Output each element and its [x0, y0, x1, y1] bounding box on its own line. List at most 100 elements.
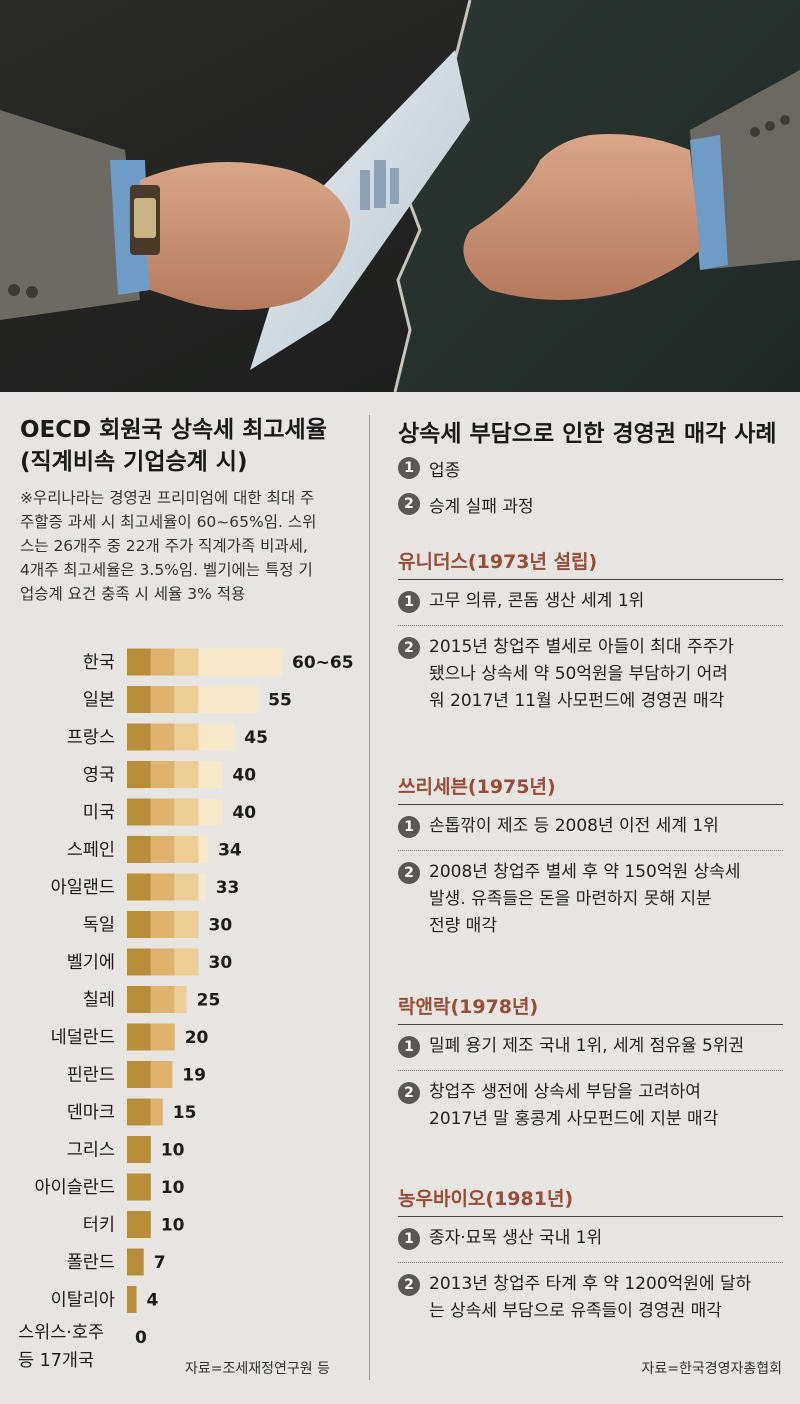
process-line: 2017년 말 홍콩계 사모펀드에 지분 매각	[429, 1109, 719, 1129]
value-label: 10	[161, 1141, 185, 1161]
bar-segment	[127, 948, 151, 976]
bar-segment	[174, 723, 199, 751]
bar-segment	[127, 986, 151, 1013]
bar-segment	[150, 986, 175, 1013]
company-name: 농우바이오(1981년)	[398, 1188, 574, 1210]
bar-segment	[174, 836, 199, 863]
bar-segment	[127, 723, 151, 751]
bar-segment	[127, 761, 151, 788]
category-label: 한국	[83, 653, 115, 673]
bar-segment	[150, 1098, 163, 1126]
bar-segment	[198, 836, 209, 863]
chart-panel: OECD 회원국 상속세 최고세율 (직계비속 기업승계 시) ※우리나라는 경…	[0, 392, 370, 1404]
value-label: 10	[161, 1178, 185, 1198]
process-line: 됐으나 상속세 약 50억원을 부담하기 어려	[429, 664, 728, 684]
bar-segment	[174, 798, 199, 826]
category-label: 영국	[83, 766, 115, 786]
number-two-badge: 2	[398, 1274, 420, 1296]
bar-segment	[127, 648, 151, 676]
company-card: 쓰리세븐(1975년) 1 손톱깎이 제조 등 2008년 이전 세계 1위 2…	[398, 770, 788, 940]
category-label: 프랑스	[67, 728, 115, 748]
number-two-badge: 2	[398, 862, 420, 884]
bar-segment	[127, 1211, 151, 1238]
number-one-badge: 1	[398, 591, 420, 613]
number-two-badge: 2	[398, 493, 420, 515]
bar-segment	[127, 1286, 137, 1313]
bar-segment	[198, 761, 223, 788]
bar-segment	[198, 873, 206, 901]
chart-source: 자료=조세재정연구원 등	[185, 1361, 330, 1377]
bar-segment	[150, 1061, 173, 1088]
number-two-badge: 2	[398, 1082, 420, 1104]
value-label: 45	[244, 728, 268, 748]
value-label: 34	[218, 841, 242, 861]
number-one-badge: 1	[398, 457, 420, 479]
bar-segment	[127, 1061, 151, 1088]
bar-segment	[150, 836, 175, 863]
process-line: 2015년 창업주 별세로 아들이 최대 주주가	[429, 637, 734, 657]
dotted-divider	[398, 850, 783, 851]
company-name: 락앤락(1978년)	[398, 996, 539, 1018]
category-label: 폴란드	[67, 1253, 115, 1273]
company-card: 락앤락(1978년) 1 밀폐 용기 제조 국내 1위, 세계 점유율 5위권 …	[398, 990, 788, 1133]
value-label: 0	[135, 1328, 147, 1348]
value-label: 10	[161, 1216, 185, 1236]
bar-segment	[127, 1248, 144, 1276]
category-label: 터키	[83, 1216, 115, 1236]
bar-chart: 한국 60~65 일본 55 프랑스 45 영국 40 미국 40 스페인 34 아일랜드 33 독일 30 벨…	[35, 648, 354, 1348]
company-card: 유니더스(1973년 설립) 1 고무 의류, 콘돔 생산 세계 1위 2 20…	[398, 545, 788, 715]
cases-panel: 상속세 부담으로 인한 경영권 매각 사례 1 업종 2 승계 실패 과정 유니…	[370, 392, 800, 1404]
value-label: 40	[232, 766, 256, 786]
bar-segment	[127, 1098, 151, 1126]
bar-segment	[127, 1173, 151, 1201]
bar-segment	[150, 873, 175, 901]
category-label: 그리스	[67, 1141, 115, 1161]
company-industry: 1 손톱깎이 제조 등 2008년 이전 세계 1위	[398, 813, 788, 840]
category-label: 아이슬란드	[35, 1178, 116, 1198]
category-label: 일본	[83, 691, 115, 711]
dotted-divider	[398, 625, 783, 626]
category-label: 이탈리아	[51, 1291, 115, 1311]
company-name: 쓰리세븐(1975년)	[398, 776, 556, 798]
bar-segment	[127, 798, 151, 826]
bar-segment	[174, 648, 199, 676]
company-industry: 1 고무 의류, 콘돔 생산 세계 1위	[398, 588, 788, 615]
cases-source: 자료=한국경영자총협회	[641, 1361, 782, 1377]
process-line: 창업주 생전에 상속세 부담을 고려하여	[429, 1082, 701, 1102]
bar-segment	[150, 911, 175, 938]
value-label: 30	[209, 953, 233, 973]
category-label: 스페인	[67, 841, 115, 861]
bar-segment	[150, 1023, 175, 1051]
company-name: 유니더스(1973년 설립)	[398, 551, 598, 573]
bar-segment	[174, 948, 199, 976]
legend-process: 2 승계 실패 과정	[398, 491, 534, 517]
category-label: 칠레	[83, 991, 115, 1011]
process-line: 2013년 창업주 타계 후 약 1200억원에 달하	[429, 1274, 752, 1294]
legend-label: 업종	[429, 460, 461, 481]
value-label: 19	[182, 1066, 206, 1086]
bar-segment	[150, 723, 175, 751]
process-line: 워 2017년 11월 사모펀드에 경영권 매각	[429, 691, 725, 711]
number-one-badge: 1	[398, 1036, 420, 1058]
company-industry: 1 밀폐 용기 제조 국내 1위, 세계 점유율 5위권	[398, 1033, 788, 1060]
value-label: 60~65	[292, 653, 354, 673]
dotted-divider	[398, 1070, 783, 1071]
hero-illustration	[0, 0, 800, 392]
bar-segment	[127, 686, 151, 713]
bar-segment	[174, 761, 199, 788]
value-label: 15	[173, 1103, 197, 1123]
bar-segment	[198, 686, 259, 713]
handover-illustration	[0, 0, 800, 392]
company-process: 2 창업주 생전에 상속세 부담을 고려하여 2017년 말 홍콩계 사모펀드에…	[398, 1079, 788, 1133]
category-label: 덴마크	[67, 1103, 115, 1123]
legend-label: 승계 실패 과정	[429, 496, 534, 517]
company-card: 농우바이오(1981년) 1 종자·묘목 생산 국내 1위 2 2013년 창업…	[398, 1182, 788, 1325]
bar-segment	[198, 798, 223, 826]
chart-title: OECD 회원국 상속세 최고세율 (직계비속 기업승계 시)	[20, 417, 327, 475]
bar-segment	[127, 836, 151, 863]
value-label: 7	[154, 1253, 166, 1273]
category-label: 스위스·호주 등 17개국	[18, 1323, 105, 1371]
bar-segment	[127, 873, 151, 901]
bar-segment	[127, 1136, 151, 1163]
legend-industry: 1 업종	[398, 455, 460, 481]
